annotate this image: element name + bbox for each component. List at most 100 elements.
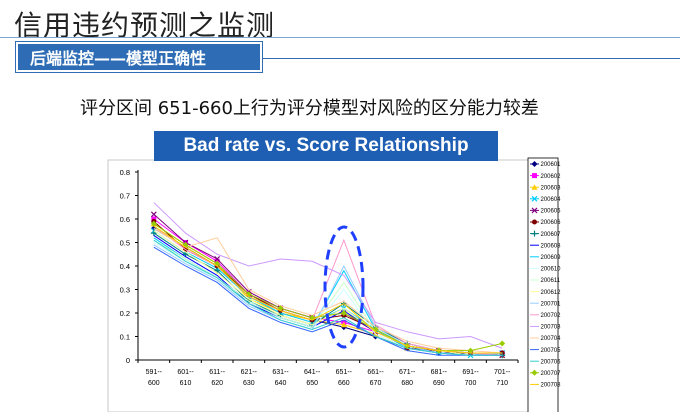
data-point [532, 173, 537, 179]
legend-label: 200708 [541, 383, 562, 389]
legend-entry: 200607 [530, 230, 562, 238]
legend-entry: 200611 [530, 278, 561, 284]
data-point [150, 220, 157, 227]
x-tick-label: 671-- [399, 369, 416, 376]
section-divider [262, 58, 680, 59]
legend-label: 200607 [541, 232, 562, 238]
legend-label: 200705 [541, 348, 562, 354]
y-tick-label: 0.1 [120, 333, 130, 342]
data-point [531, 207, 538, 214]
legend-entry: 200602 [530, 173, 561, 180]
x-tick-label: 651-- [336, 369, 353, 376]
legend-label: 200604 [541, 197, 562, 203]
data-point [531, 195, 538, 202]
x-tick-label: 700 [465, 380, 477, 387]
x-tick-label: 660 [338, 380, 350, 387]
series-line [153, 202, 503, 349]
y-tick-label: 0.5 [120, 239, 130, 248]
legend-label: 200601 [541, 162, 562, 168]
x-tick-label: 690 [433, 380, 445, 387]
x-tick-label: 620 [211, 380, 223, 387]
y-tick-label: 0.6 [120, 215, 130, 224]
x-tick-label: 710 [496, 380, 508, 387]
x-tick-label: 691-- [462, 369, 479, 376]
chart-axes: 0 0.1 0.2 0.3 0.4 0.5 0.6 0.7 0.8 591-- 600 601-- 61… [120, 168, 519, 387]
data-point [531, 184, 538, 190]
x-tick-label: 630 [243, 380, 255, 387]
x-tick-label: 631-- [272, 369, 289, 376]
legend-label: 200612 [541, 290, 562, 296]
legend-label: 200702 [541, 313, 562, 319]
y-tick-label: 0.4 [120, 262, 130, 271]
x-tick-label: 610 [180, 380, 192, 387]
series-line [153, 246, 503, 356]
series-200708 [153, 225, 503, 354]
series-200705 [153, 246, 503, 356]
x-tick-label: 600 [148, 380, 160, 387]
x-tick-label: 591-- [146, 369, 163, 376]
slide-title: 信用违约预测之监测 [14, 9, 276, 42]
chart-series [150, 202, 506, 359]
legend-entry: 200610 [530, 267, 561, 273]
legend-label: 200602 [541, 174, 562, 180]
data-point [531, 161, 538, 167]
series-200704 [153, 227, 503, 354]
legend-label: 200611 [541, 278, 561, 284]
x-tick-label: 621-- [241, 369, 258, 376]
legend-label: 200606 [541, 220, 562, 226]
data-point [499, 340, 506, 347]
legend-label: 200707 [541, 371, 562, 377]
legend-entry: 200703 [530, 325, 561, 331]
legend-label: 200609 [541, 255, 562, 261]
x-tick-label: 641-- [304, 369, 321, 376]
series-200703 [153, 202, 503, 349]
data-point [532, 219, 537, 225]
data-point [467, 347, 474, 354]
data-point [531, 230, 538, 237]
legend-entry: 200608 [530, 243, 561, 249]
x-tick-label: 670 [370, 380, 382, 387]
x-tick-label: 640 [275, 380, 287, 387]
legend-entry: 200612 [530, 290, 561, 296]
legend-entry: 200606 [530, 219, 562, 226]
data-point [150, 211, 157, 218]
x-tick-label: 611-- [209, 369, 225, 376]
legend-entry: 200705 [530, 348, 561, 354]
legend-entry: 200707 [530, 369, 562, 377]
legend-entry: 200601 [530, 161, 561, 168]
x-tick-label: 701-- [494, 369, 511, 376]
legend-entry: 200708 [530, 383, 561, 389]
legend-label: 200701 [541, 301, 562, 307]
series-line [153, 239, 503, 356]
y-tick-label: 0 [126, 356, 130, 365]
series-200706 [153, 239, 503, 356]
data-point [214, 256, 221, 262]
legend-entry: 200706 [530, 359, 561, 365]
x-tick-label: 601-- [177, 369, 194, 376]
y-tick-label: 0.2 [120, 309, 130, 318]
legend-entry: 200605 [530, 207, 562, 215]
y-tick-label: 0.7 [120, 192, 130, 201]
x-tick-label: 681-- [431, 369, 448, 376]
legend-label: 200608 [541, 243, 562, 249]
data-point [531, 369, 538, 376]
legend-entry: 200704 [530, 336, 561, 342]
x-tick-label: 680 [401, 380, 413, 387]
y-tick-label: 0.8 [120, 168, 130, 177]
legend-label: 200605 [541, 209, 562, 215]
y-tick-label: 0.3 [120, 286, 130, 295]
legend-entry: 200702 [530, 313, 561, 319]
data-point [340, 310, 347, 316]
legend-entry: 200701 [530, 301, 561, 307]
x-tick-label: 661-- [367, 369, 384, 376]
chart-frame [107, 159, 549, 412]
slide-subtitle: 评分区间 651-660上行为评分模型对风险的区分能力较差 [80, 98, 539, 119]
legend-entry: 200609 [530, 255, 561, 261]
title-divider [0, 37, 680, 38]
x-tick-label: 650 [306, 380, 318, 387]
legend-label: 200704 [541, 336, 562, 342]
legend-label: 200603 [541, 185, 562, 191]
highlight-ellipse [323, 225, 365, 349]
legend-entry: 200603 [530, 184, 561, 191]
